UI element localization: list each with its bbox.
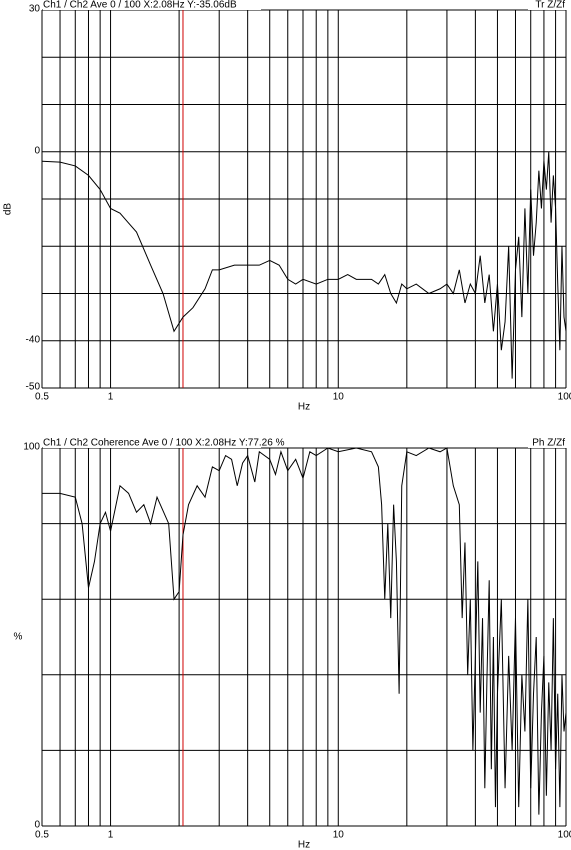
- y-tick-label: 100: [23, 442, 40, 453]
- corner-label: Ph Z/Zf: [532, 438, 565, 449]
- corner-label-background: [528, 0, 566, 10]
- y-tick-label: -50: [26, 382, 41, 393]
- x-tick-label: 100: [558, 392, 571, 403]
- x-tick-label: 0.5: [35, 830, 49, 841]
- y-tick-label: -40: [26, 334, 41, 345]
- y-tick-label: 0: [34, 820, 40, 831]
- y-axis-label: %: [14, 632, 23, 643]
- x-tick-label: 1: [108, 392, 114, 403]
- data-line: [42, 447, 567, 815]
- corner-label: Tr Z/Zf: [535, 0, 565, 11]
- title-background: [43, 438, 261, 448]
- x-axis-label: Hz: [298, 402, 310, 413]
- y-axis-label: dB: [3, 203, 14, 216]
- x-tick-label: 10: [333, 392, 345, 403]
- title-background: [43, 0, 261, 10]
- x-tick-label: 1: [108, 830, 114, 841]
- chart-title: Ch1 / Ch2 Coherence Ave 0 / 100 X:2.08Hz…: [43, 438, 285, 449]
- x-tick-label: 10: [333, 830, 345, 841]
- x-tick-label: 100: [558, 830, 571, 841]
- y-tick-label: 0: [34, 145, 40, 156]
- chart-title: Ch1 / Ch2 Ave 0 / 100 X:2.08Hz Y:-35.06d…: [43, 0, 237, 11]
- x-tick-label: 0.5: [35, 392, 49, 403]
- corner-label-background: [528, 438, 566, 448]
- y-tick-label: 30: [29, 4, 41, 15]
- x-axis-label: Hz: [298, 840, 310, 850]
- data-line: [41, 151, 567, 379]
